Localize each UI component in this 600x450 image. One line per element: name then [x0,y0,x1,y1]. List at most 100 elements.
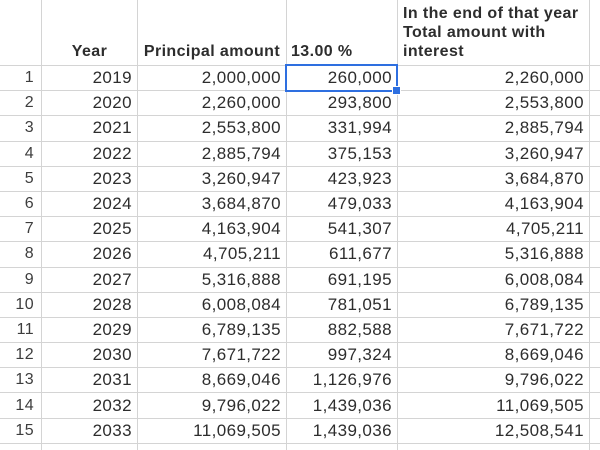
cell-total[interactable]: 5,316,888 [398,242,590,268]
cell-interest[interactable]: 997,324 [287,343,398,369]
cell-empty[interactable] [287,443,398,450]
row-number[interactable]: 5 [0,166,42,192]
cell-principal[interactable]: 2,260,000 [138,91,287,117]
cell-principal[interactable]: 2,885,794 [138,141,287,167]
cell-year[interactable]: 2032 [42,393,138,419]
cell-principal[interactable]: 4,163,904 [138,217,287,243]
cell-year[interactable]: 2022 [42,141,138,167]
cell-principal[interactable]: 5,316,888 [138,267,287,293]
cell-empty[interactable] [590,167,600,192]
cell-empty[interactable] [590,343,600,369]
cell-empty[interactable] [398,443,590,450]
cell-principal[interactable]: 2,000,000 [138,66,287,92]
cell-year[interactable]: 2033 [42,418,138,444]
cell-empty[interactable] [590,192,600,218]
cell-principal[interactable]: 6,789,135 [138,317,287,344]
cell-interest[interactable]: 293,800 [287,91,398,117]
row-number[interactable]: 9 [0,267,42,293]
cell-interest[interactable]: 1,439,036 [287,393,398,419]
cell-interest[interactable]: 375,153 [287,141,398,167]
cell-interest[interactable]: 781,051 [287,292,398,318]
header-empty-cell[interactable] [590,0,600,66]
cell-interest[interactable]: 1,439,036 [287,418,398,444]
cell-total[interactable]: 2,553,800 [398,91,590,117]
cell-interest[interactable]: 331,994 [287,116,398,142]
cell-empty[interactable] [590,393,600,419]
row-number[interactable]: 14 [0,393,42,419]
cell-empty[interactable] [590,368,600,394]
cell-year[interactable]: 2027 [42,267,138,293]
cell-interest[interactable]: 541,307 [287,217,398,243]
cell-empty[interactable] [590,217,600,243]
cell-year[interactable]: 2025 [42,217,138,243]
cell-interest[interactable]: 611,677 [287,242,398,268]
cell-empty[interactable] [590,142,600,167]
cell-empty[interactable] [590,66,600,92]
cell-total[interactable]: 6,008,084 [398,267,590,293]
cell-total[interactable]: 4,705,211 [398,217,590,243]
cell-empty[interactable] [590,242,600,268]
cell-principal[interactable]: 9,796,022 [138,393,287,419]
cell-principal[interactable]: 7,671,722 [138,343,287,369]
header-interest-rate[interactable]: 13.00 % [287,0,398,66]
cell-total[interactable]: 4,163,904 [398,191,590,218]
cell-interest[interactable]: 260,000 [287,66,398,92]
row-number[interactable]: 10 [0,292,42,318]
row-number[interactable]: 8 [0,242,42,268]
cell-total[interactable]: 7,671,722 [398,317,590,344]
header-year[interactable]: Year [42,0,138,66]
cell-year[interactable]: 2023 [42,166,138,192]
cell-total[interactable]: 12,508,541 [398,418,590,444]
cell-principal[interactable]: 11,069,505 [138,418,287,444]
cell-year[interactable]: 2031 [42,368,138,394]
cell-empty[interactable] [590,116,600,142]
row-number[interactable]: 7 [0,217,42,243]
cell-principal[interactable]: 3,684,870 [138,191,287,218]
cell-total[interactable]: 9,796,022 [398,368,590,394]
cell-empty[interactable] [590,419,600,444]
cell-empty[interactable] [42,443,138,450]
cell-interest[interactable]: 479,033 [287,191,398,218]
cell-principal[interactable]: 3,260,947 [138,166,287,192]
cell-total[interactable]: 2,885,794 [398,116,590,142]
cell-year[interactable]: 2028 [42,292,138,318]
cell-interest[interactable]: 1,126,976 [287,368,398,394]
cell-total[interactable]: 11,069,505 [398,393,590,419]
cell-total[interactable]: 2,260,000 [398,66,590,92]
header-principal-amount[interactable]: Principal amount [138,0,287,66]
cell-empty[interactable] [590,268,600,293]
cell-year[interactable]: 2021 [42,116,138,142]
row-number[interactable]: 1 [0,66,42,92]
cell-interest[interactable]: 882,588 [287,317,398,344]
header-total-with-interest[interactable]: In the end of that year Total amount wit… [398,0,590,66]
cell-principal[interactable]: 2,553,800 [138,116,287,142]
cell-interest[interactable]: 691,195 [287,267,398,293]
fill-handle[interactable] [392,86,401,95]
row-number[interactable]: 11 [0,317,42,344]
cell-year[interactable]: 2024 [42,191,138,218]
cell-year[interactable]: 2026 [42,242,138,268]
cell-empty[interactable] [590,444,600,450]
cell-year[interactable]: 2020 [42,91,138,117]
row-number[interactable]: 6 [0,191,42,218]
cell-empty[interactable] [590,318,600,344]
cell-principal[interactable]: 4,705,211 [138,242,287,268]
cell-total[interactable]: 8,669,046 [398,343,590,369]
row-number[interactable]: 2 [0,91,42,117]
cell-total[interactable]: 3,684,870 [398,166,590,192]
cell-empty[interactable] [138,443,287,450]
cell-total[interactable]: 3,260,947 [398,141,590,167]
cell-empty[interactable] [590,91,600,117]
cell-total[interactable]: 6,789,135 [398,292,590,318]
row-number[interactable]: 15 [0,418,42,444]
cell-year[interactable]: 2019 [42,66,138,92]
row-number[interactable]: 12 [0,343,42,369]
cell-empty[interactable] [590,293,600,318]
cell-interest[interactable]: 423,923 [287,166,398,192]
cell-year[interactable]: 2029 [42,317,138,344]
cell-principal[interactable]: 6,008,084 [138,292,287,318]
row-number[interactable]: 13 [0,368,42,394]
row-number[interactable]: 3 [0,116,42,142]
corner-cell[interactable] [0,0,42,66]
cell-principal[interactable]: 8,669,046 [138,368,287,394]
